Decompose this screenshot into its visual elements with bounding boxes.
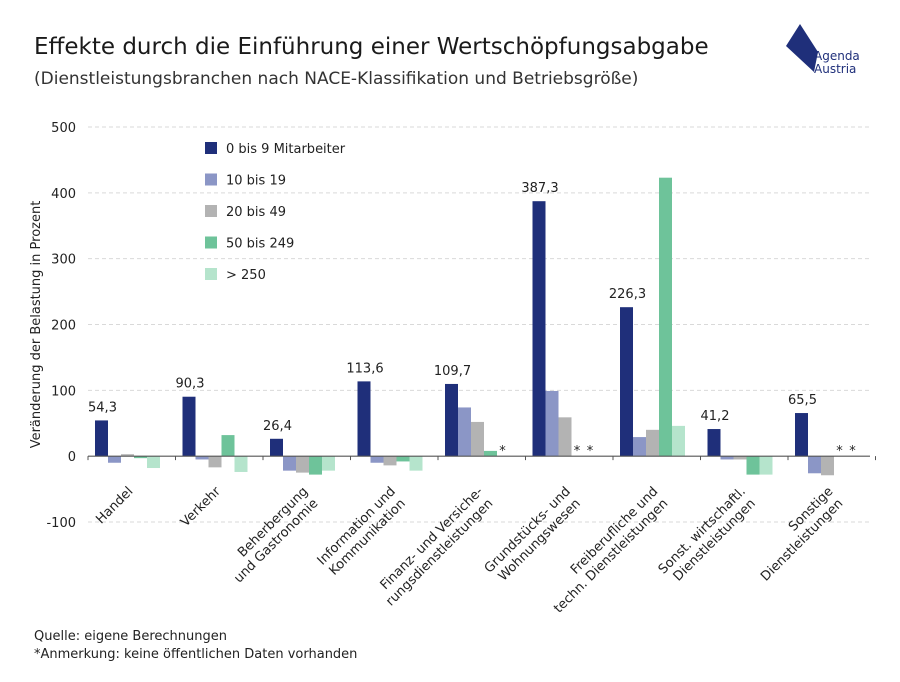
agenda-austria-logo-icon — [786, 24, 818, 72]
bar-2-0 — [270, 438, 283, 457]
bar-0-1 — [108, 456, 121, 463]
y-axis-label: Veränderung der Belastung in Prozent — [29, 201, 44, 449]
bar-3-3 — [396, 456, 410, 462]
chart-subtitle: (Dienstleistungsbranchen nach NACE-Klass… — [34, 69, 639, 89]
bar-5-0 — [532, 201, 546, 457]
bar-6-4 — [672, 425, 685, 457]
legend-swatch — [205, 142, 217, 154]
bar-1-2 — [208, 456, 222, 468]
bar-7-3 — [746, 456, 760, 475]
bar-8-2 — [821, 456, 834, 476]
missing-data-marker: * — [587, 444, 594, 459]
y-tick-label: 200 — [51, 319, 76, 334]
legend-label: 50 bis 249 — [226, 237, 294, 252]
bar-4-1 — [458, 407, 471, 457]
missing-data-marker: * — [499, 444, 506, 459]
x-tick-label: Handel — [93, 484, 136, 527]
bar-5-1 — [545, 390, 559, 457]
legend-label: 20 bis 49 — [226, 205, 286, 220]
legend-label: 10 bis 19 — [226, 174, 286, 189]
legend-swatch — [205, 173, 217, 186]
chart-title: Effekte durch die Einführung einer Werts… — [34, 34, 709, 60]
anmerkung-note: *Anmerkung: keine öffentlichen Daten vor… — [34, 647, 358, 662]
y-tick-label: 100 — [51, 384, 76, 399]
bar-4-3 — [484, 450, 497, 457]
data-label: 113,6 — [346, 361, 383, 376]
source-note: Quelle: eigene Berechnungen — [34, 629, 228, 644]
data-label: 54,3 — [88, 400, 117, 415]
bar-6-3 — [659, 177, 672, 457]
x-tick-label: Verkehr — [178, 484, 224, 530]
y-tick-label: -100 — [46, 516, 76, 531]
bar-1-3 — [221, 435, 235, 457]
y-tick-label: 400 — [51, 187, 76, 202]
bar-8-1 — [808, 456, 821, 474]
bar-5-2 — [558, 417, 572, 457]
bar-3-4 — [409, 456, 423, 471]
data-label: 65,5 — [788, 393, 817, 408]
legend-swatch — [205, 205, 217, 217]
legend-swatch — [205, 236, 217, 249]
y-tick-label: 0 — [68, 450, 76, 465]
bar-7-1 — [720, 456, 734, 460]
x-tick-label: Freiberufliche und — [568, 484, 661, 577]
bar-4-2 — [471, 421, 484, 457]
bar-2-1 — [283, 456, 296, 471]
legend-label: 0 bis 9 Mitarbeiter — [226, 142, 346, 157]
bar-6-1 — [633, 437, 646, 457]
bar-3-0 — [357, 381, 371, 457]
legend-swatch — [205, 268, 217, 280]
logo-line-1: Agenda — [814, 49, 860, 63]
bar-0-4 — [147, 456, 160, 469]
bar-1-0 — [182, 396, 196, 457]
bar-0-3 — [134, 456, 147, 459]
bar-2-2 — [296, 456, 309, 473]
bar-6-0 — [620, 307, 633, 457]
y-tick-label: 300 — [51, 253, 76, 268]
bar-4-0 — [445, 383, 458, 457]
bar-7-2 — [733, 456, 747, 460]
missing-data-marker: * — [836, 444, 843, 459]
data-label: 387,3 — [521, 181, 558, 196]
bar-2-4 — [322, 456, 335, 471]
bar-1-1 — [195, 456, 209, 460]
y-tick-label: 500 — [51, 121, 76, 136]
bar-3-2 — [383, 456, 397, 466]
bar-0-0 — [95, 420, 108, 457]
bar-7-0 — [707, 429, 721, 457]
data-label: 90,3 — [176, 377, 205, 392]
bar-2-3 — [309, 456, 322, 475]
bar-0-2 — [121, 454, 134, 457]
logo-text: Agenda Austria — [814, 50, 860, 76]
legend-label: > 250 — [226, 268, 266, 283]
bar-1-4 — [234, 456, 248, 472]
bar-3-1 — [370, 456, 384, 463]
missing-data-marker: * — [849, 444, 856, 459]
data-label: 226,3 — [609, 287, 646, 302]
missing-data-marker: * — [574, 444, 581, 459]
bar-7-4 — [759, 456, 773, 475]
bar-8-0 — [795, 413, 808, 457]
bar-6-2 — [646, 429, 659, 457]
logo-line-2: Austria — [814, 62, 857, 76]
data-label: 109,7 — [434, 364, 471, 379]
data-label: 41,2 — [701, 409, 730, 424]
data-label: 26,4 — [263, 419, 292, 434]
